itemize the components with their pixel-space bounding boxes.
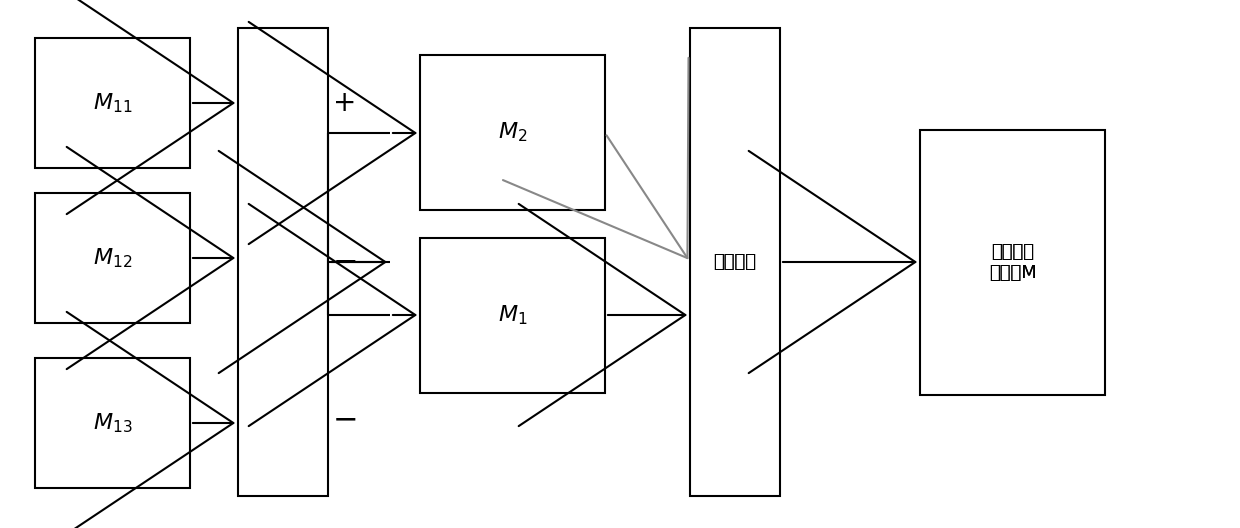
Bar	[35, 193, 190, 323]
Bar	[420, 238, 605, 393]
Text: 碳烟质量
最终值M: 碳烟质量 最终值M	[988, 243, 1037, 282]
Text: $M_{12}$: $M_{12}$	[93, 246, 133, 270]
Text: 碳烟质量
最终值M: 碳烟质量 最终值M	[988, 243, 1037, 282]
Bar	[689, 28, 780, 496]
Text: $M_{13}$: $M_{13}$	[93, 411, 133, 435]
Text: 选择模块: 选择模块	[713, 253, 756, 271]
Text: −: −	[332, 248, 358, 277]
Text: $M_{2}$: $M_{2}$	[497, 121, 527, 144]
Bar	[238, 28, 329, 496]
Bar	[35, 38, 190, 168]
Text: −: −	[332, 406, 358, 435]
Text: 选择模块: 选择模块	[713, 253, 756, 271]
Text: $M_{1}$: $M_{1}$	[497, 304, 527, 327]
Text: $M_{11}$: $M_{11}$	[93, 91, 133, 115]
Bar	[35, 358, 190, 488]
Bar	[420, 55, 605, 210]
Text: +: +	[334, 89, 357, 117]
Bar	[920, 130, 1105, 395]
